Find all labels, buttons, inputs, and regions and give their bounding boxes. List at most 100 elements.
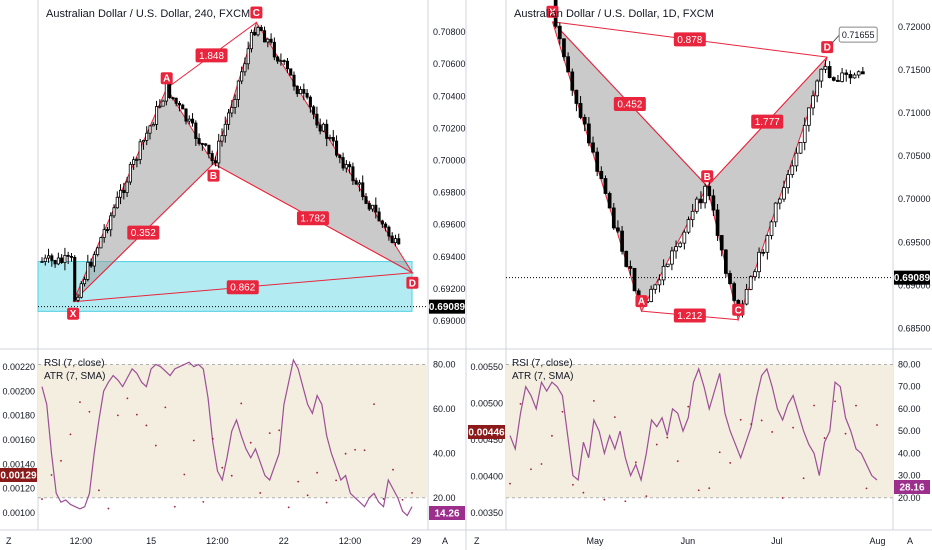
chart-2-candle-body (753, 271, 757, 278)
chart-1-candle-body (240, 71, 244, 82)
chart-2-atr-dot (687, 405, 690, 408)
chart-2-candle-body (786, 174, 790, 189)
chart-1-atr-dot (354, 448, 356, 451)
chart-2-rsi-tick: 30.00 (898, 471, 921, 481)
chart-1-atr-dots (41, 397, 413, 510)
chart-1-candle-body (292, 74, 296, 87)
chart-1-ratio-badge (296, 211, 329, 226)
chart-2-candle-body (848, 74, 853, 79)
chart-1-atr-dot (335, 479, 338, 482)
chart-2-price-tick: 0.71000 (898, 108, 931, 118)
chart-2-atr-dot (718, 451, 721, 454)
chart-2-time-tick: Jul (771, 536, 783, 546)
chart-1-candle-body (122, 189, 126, 193)
chart-2-atr-dot (813, 404, 815, 407)
chart-1-time-tick: 15 (146, 536, 156, 546)
chart-2-candle-body (852, 74, 857, 79)
chart-2-candle-body (844, 72, 849, 75)
chart-1-point-badge-x (67, 307, 80, 320)
chart-2-current-price-tag (894, 270, 930, 285)
chart-2-candle-body (694, 198, 699, 212)
chart-1-candle-body (354, 180, 358, 185)
chart-2-candle-body (819, 68, 824, 82)
chart-1-candle-body (56, 257, 60, 265)
chart-1-atr-dot (154, 444, 157, 447)
chart-1-price-tick: 0.70400 (433, 91, 466, 101)
chart-1-candle-body (79, 283, 83, 298)
chart-1-candle-body (318, 124, 322, 132)
chart-2-atr-dot (582, 491, 585, 494)
chart-1-candle-body (246, 48, 250, 65)
chart-2-rsi-tick: 80.00 (898, 359, 921, 369)
chart-1-candle-body (226, 112, 231, 125)
chart-2-point-badge-b (701, 170, 714, 183)
chart-1-ratio-label: 1.848 (199, 51, 224, 62)
chart-1-candle-body (341, 157, 345, 169)
chart-1-candle-body (115, 196, 119, 209)
chart-2-candle-body (856, 71, 861, 76)
chart-2-candle-body (794, 152, 799, 167)
chart-1-atr-dot (344, 452, 347, 455)
chart-2-time-tick: Jun (681, 536, 696, 546)
chart-1-candle-body (243, 63, 247, 73)
chart-1-atr-dot (116, 414, 119, 417)
chart-2-point-label-x: X (549, 7, 556, 18)
chart-2-candle-body (703, 185, 707, 204)
chart-2-d-callout-box (838, 26, 878, 43)
chart-2-atr-dot (666, 436, 669, 439)
chart-2-candle-body (690, 210, 695, 221)
chart-1-candle-body (194, 122, 198, 139)
chart-1-time-tick: 22 (279, 536, 289, 546)
chart-2-candle-body (574, 89, 579, 104)
chart-1-candle-body (200, 143, 204, 145)
chart-2-candle-body (823, 66, 828, 70)
chart-2-point-label-c: C (735, 305, 742, 316)
chart-1-candle-body (312, 106, 316, 115)
chart-1-candle-body (204, 143, 208, 146)
chart-1-candle-body (132, 159, 136, 165)
chart-1-atr-dot (164, 406, 167, 409)
chart-1-candle-body (69, 255, 73, 258)
chart-2-point-label-a: A (638, 297, 645, 308)
chart-2-atr-tick: 0.00500 (470, 399, 503, 409)
chart-2-rsi-line (509, 367, 878, 483)
chart-1-atr-dot (126, 397, 129, 400)
chart-1-current-price-tag (429, 299, 465, 314)
chart-2-point-badge-c (732, 303, 745, 316)
chart-1-candle-body (262, 30, 267, 43)
chart-1-candle-body (334, 140, 339, 156)
chart-2-candle-body (620, 230, 624, 252)
chart-1-ratio-label: 0.352 (131, 228, 156, 239)
chart-1-atr-tick: 0.00100 (2, 508, 35, 518)
chart-1-candle-body (315, 113, 319, 126)
chart-1-candle-body (256, 27, 260, 36)
chart-2-candle-body (587, 123, 591, 144)
chart-1-candle-body (282, 60, 286, 63)
chart-1-atr-dot (401, 498, 404, 501)
chart-1-candle-body (197, 138, 201, 144)
chart-1-candle-body (125, 181, 129, 193)
chart-1-atr-tick: 0.00200 (2, 386, 35, 396)
chart-1-candle-body (370, 204, 375, 210)
chart-1-price-tick: 0.69600 (433, 220, 466, 230)
chart-2-price-tick: 0.68500 (898, 323, 931, 333)
chart-1-candle-body (181, 104, 185, 110)
chart-2-candle-body (562, 38, 566, 58)
chart-2-atr-dot (613, 416, 616, 419)
chart-1-atr-dot (373, 403, 375, 405)
chart-2-candle-body (578, 103, 583, 118)
chart-1-atr-dot (79, 401, 81, 404)
chart-2-atr-dot (708, 487, 711, 490)
chart-2-time-tick: May (587, 536, 605, 546)
chart-2-ratio-badge (673, 32, 706, 47)
chart-1-candle-body (298, 89, 303, 95)
chart-2-candle-body (699, 198, 703, 204)
chart-1-rsi-tick: 80.00 (433, 359, 456, 369)
chart-2-current-price-text: 0.69089 (894, 273, 931, 284)
chart-1-candle-body (302, 89, 306, 94)
chart-1-rsi-line (41, 358, 413, 517)
chart-2-atr-dot (655, 443, 658, 446)
chart-2-candle-body (782, 187, 786, 200)
chart-2-candle-body (807, 107, 811, 126)
